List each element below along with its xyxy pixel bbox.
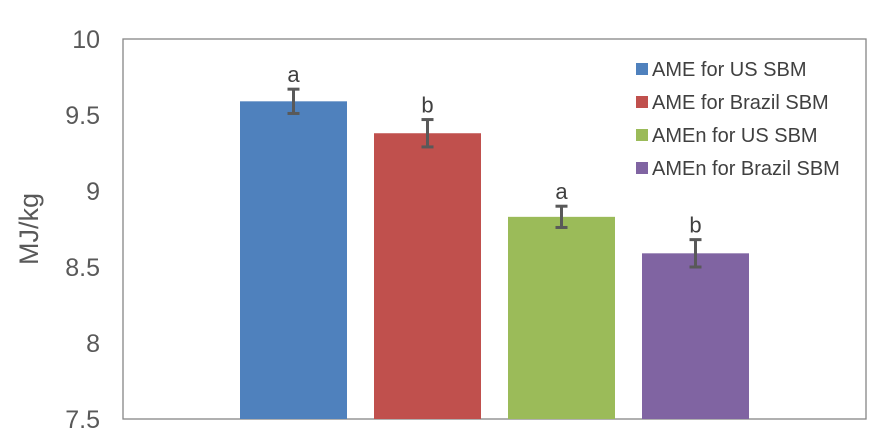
error-bar: [421, 118, 434, 149]
error-bars: [287, 87, 702, 269]
y-axis-label: MJ/kg: [14, 193, 44, 265]
y-tick-label: 9.5: [65, 102, 100, 130]
bar: [508, 216, 615, 419]
legend-swatch: [636, 162, 648, 174]
legend-label: AME for Brazil SBM: [652, 92, 829, 114]
bar: [642, 253, 749, 419]
legend-item: AME for US SBM: [636, 59, 806, 81]
y-tick-label: 8: [86, 330, 100, 358]
y-tick-label: 9: [86, 178, 100, 206]
legend-label: AMEn for Brazil SBM: [652, 158, 840, 180]
bar: [240, 101, 347, 419]
plot-frame: [122, 38, 867, 420]
error-bar: [689, 238, 702, 269]
bars: [240, 101, 749, 420]
legend-item: AMEn for US SBM: [636, 125, 818, 147]
significance-letter: a: [287, 62, 300, 87]
bar: [374, 133, 481, 420]
y-axis-ticks: 7.5 8 8.5 9 9.5 10: [65, 26, 100, 434]
y-tick-label: 8.5: [65, 254, 100, 282]
legend: AME for US SBM AME for Brazil SBM AMEn for…: [636, 59, 840, 180]
legend-label: AME for US SBM: [652, 59, 806, 81]
legend-item: AME for Brazil SBM: [636, 92, 829, 114]
significance-letters: a b a b: [287, 62, 701, 237]
y-tick-label: 10: [72, 26, 100, 54]
legend-swatch: [636, 63, 648, 75]
error-bar: [555, 204, 568, 229]
significance-letter: a: [555, 179, 568, 204]
significance-letter: b: [421, 93, 433, 118]
significance-letter: b: [689, 213, 701, 238]
error-bar: [287, 87, 300, 115]
legend-swatch: [636, 96, 648, 108]
legend-item: AMEn for Brazil SBM: [636, 158, 840, 180]
legend-label: AMEn for US SBM: [652, 125, 818, 147]
y-tick-label: 7.5: [65, 406, 100, 434]
legend-swatch: [636, 129, 648, 141]
